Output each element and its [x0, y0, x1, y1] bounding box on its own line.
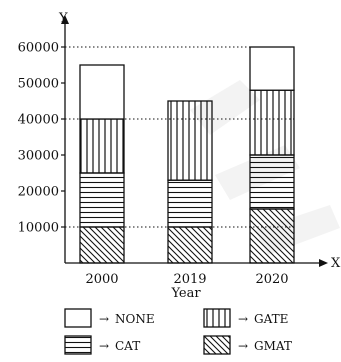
y-tick-label: 30000: [18, 149, 59, 164]
legend-label-gate: GATE: [254, 312, 288, 326]
x-tick-labels: 2000 2019 2020: [85, 272, 288, 287]
legend-swatch-gmat: [203, 335, 231, 355]
legend-arrow: →: [238, 312, 248, 326]
bar-segment-cat-2019: [167, 179, 213, 228]
legend: → NONE → GATE → CAT → GMAT: [64, 308, 292, 355]
legend-arrow: →: [99, 312, 109, 326]
y-axis-arrow: [61, 15, 69, 24]
legend-item-gmat: → GMAT: [203, 335, 292, 355]
legend-swatch-cat: [64, 335, 92, 355]
y-tick-labels: 10000 20000 30000 40000 50000 60000: [18, 41, 65, 236]
y-tick-label: 40000: [18, 113, 59, 128]
x-tick-label: 2020: [255, 272, 288, 287]
legend-label-gmat: GMAT: [254, 339, 292, 353]
y-tick-label: 20000: [18, 185, 59, 200]
legend-arrow: →: [99, 339, 109, 353]
bar-segment-gate-2020: [249, 89, 295, 156]
x-axis-label: Year: [170, 286, 201, 301]
bar-segment-none-2020: [249, 46, 295, 91]
x-axis-letter: X: [331, 256, 341, 271]
bar-segment-none-2000: [79, 64, 125, 120]
legend-swatch-none: [64, 308, 92, 328]
legend-item-cat: → CAT: [64, 335, 140, 355]
y-tick-label: 60000: [18, 41, 59, 56]
legend-item-none: → NONE: [64, 308, 155, 328]
legend-item-gate: → GATE: [203, 308, 288, 328]
bar-segment-cat-2000: [79, 172, 125, 228]
x-tick-label: 2019: [173, 272, 206, 287]
bar-segment-gate-2000: [79, 118, 125, 174]
bar-segment-cat-2020: [249, 154, 295, 210]
x-tick-label: 2000: [85, 272, 118, 287]
x-axis-arrow: [319, 259, 328, 267]
bar-segment-gmat-2000: [79, 226, 125, 264]
y-axis-letter: Y: [58, 11, 68, 26]
bar-segment-gmat-2019: [167, 226, 213, 264]
bars: [79, 46, 295, 264]
legend-label-none: NONE: [115, 312, 155, 326]
legend-swatch-gate: [203, 308, 231, 328]
bar-segment-gmat-2020: [249, 208, 295, 264]
y-tick-label: 10000: [18, 221, 59, 236]
legend-arrow: →: [238, 339, 248, 353]
bar-segment-gate-2019: [167, 100, 213, 181]
y-tick-label: 50000: [18, 77, 59, 92]
legend-label-cat: CAT: [115, 339, 140, 353]
